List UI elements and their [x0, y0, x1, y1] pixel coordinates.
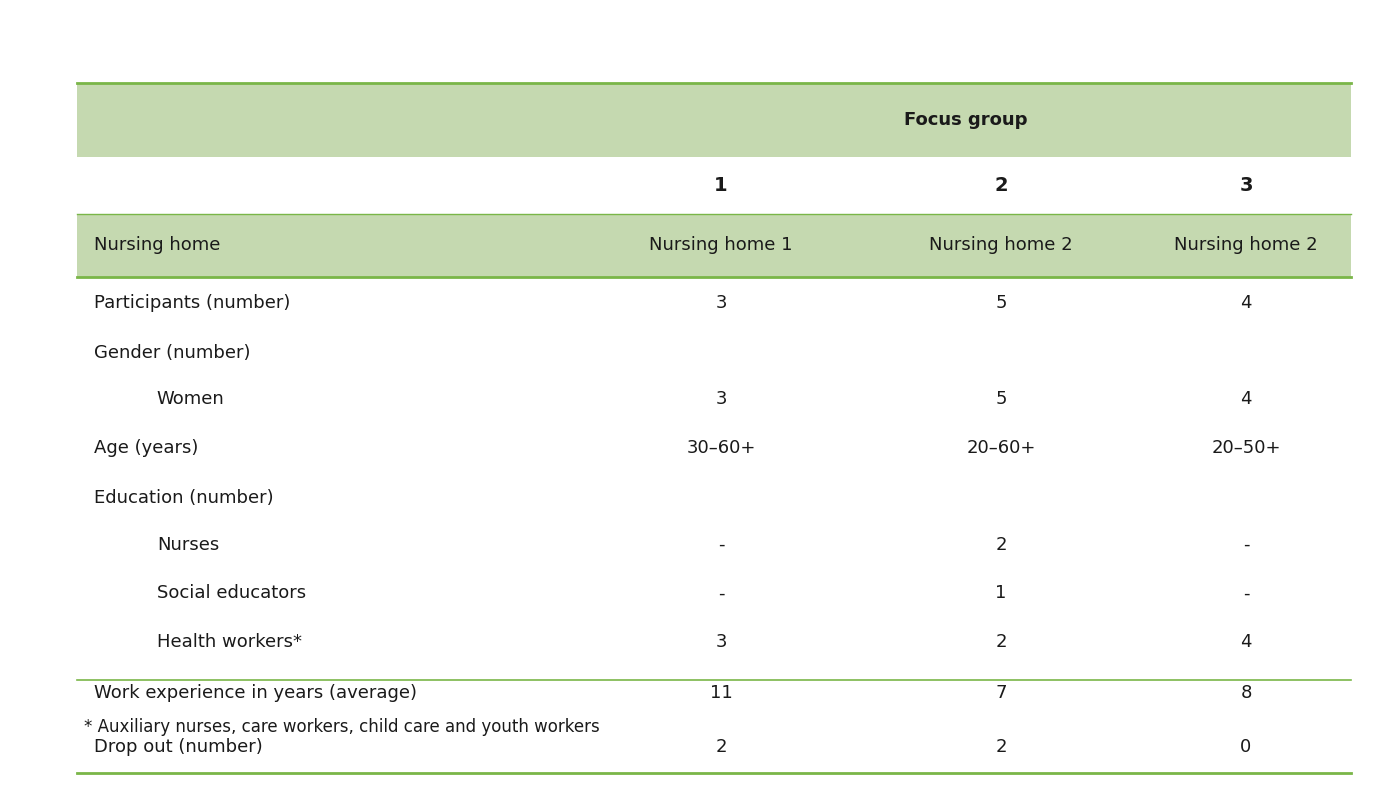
Text: 3: 3: [715, 390, 727, 407]
Bar: [77, 157, 1351, 214]
Text: Education (number): Education (number): [94, 489, 273, 506]
Text: 0: 0: [1240, 738, 1252, 755]
Text: Nursing home: Nursing home: [94, 237, 220, 254]
Bar: [77, 214, 1351, 277]
Text: 1: 1: [714, 176, 728, 195]
Text: Nursing home 2: Nursing home 2: [1175, 237, 1317, 254]
Text: 20–60+: 20–60+: [966, 439, 1036, 457]
Text: Age (years): Age (years): [94, 439, 199, 457]
Bar: [77, 520, 1351, 569]
Bar: [77, 330, 1351, 376]
Text: Gender (number): Gender (number): [94, 344, 251, 362]
Text: 5: 5: [995, 295, 1007, 312]
Text: 3: 3: [715, 295, 727, 312]
Bar: [77, 421, 1351, 475]
Text: Drop out (number): Drop out (number): [94, 738, 263, 755]
Text: 4: 4: [1240, 295, 1252, 312]
Bar: [77, 475, 1351, 520]
Text: -: -: [1243, 585, 1249, 602]
Text: Nurses: Nurses: [157, 536, 218, 553]
Bar: [77, 667, 1351, 720]
Text: 20–50+: 20–50+: [1211, 439, 1281, 457]
Text: 5: 5: [995, 390, 1007, 407]
Text: 2: 2: [994, 176, 1008, 195]
Text: Women: Women: [157, 390, 224, 407]
Bar: [77, 720, 1351, 773]
Text: Nursing home 2: Nursing home 2: [930, 237, 1072, 254]
Bar: [77, 277, 1351, 330]
Text: 30–60+: 30–60+: [686, 439, 756, 457]
Text: Nursing home 1: Nursing home 1: [650, 237, 792, 254]
Text: Health workers*: Health workers*: [157, 634, 302, 651]
Text: 2: 2: [715, 738, 727, 755]
Text: -: -: [1243, 536, 1249, 553]
Text: 3: 3: [715, 634, 727, 651]
Text: 2: 2: [995, 634, 1007, 651]
Text: Participants (number): Participants (number): [94, 295, 290, 312]
Bar: [77, 618, 1351, 667]
Text: 4: 4: [1240, 634, 1252, 651]
Text: 11: 11: [710, 685, 732, 702]
Bar: [77, 376, 1351, 421]
Text: Work experience in years (average): Work experience in years (average): [94, 685, 417, 702]
Text: 2: 2: [995, 738, 1007, 755]
Text: -: -: [718, 536, 724, 553]
Bar: [77, 83, 1351, 157]
Text: -: -: [718, 585, 724, 602]
Text: 8: 8: [1240, 685, 1252, 702]
Text: * Auxiliary nurses, care workers, child care and youth workers: * Auxiliary nurses, care workers, child …: [84, 718, 599, 736]
Text: 7: 7: [995, 685, 1007, 702]
Text: Social educators: Social educators: [157, 585, 307, 602]
Text: 4: 4: [1240, 390, 1252, 407]
Bar: [77, 569, 1351, 618]
Text: 3: 3: [1239, 176, 1253, 195]
Text: 2: 2: [995, 536, 1007, 553]
Text: 1: 1: [995, 585, 1007, 602]
Text: Focus group: Focus group: [904, 111, 1028, 129]
